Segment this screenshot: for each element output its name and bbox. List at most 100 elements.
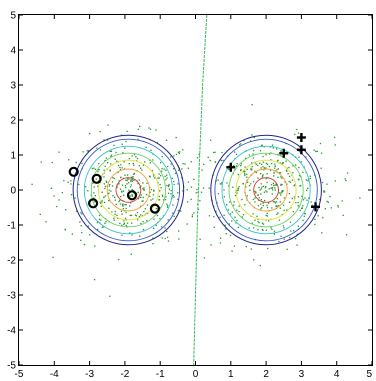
x-tick-label: 2 xyxy=(263,369,269,380)
noise-point xyxy=(144,208,146,210)
noise-point xyxy=(233,245,236,247)
noise-point xyxy=(233,201,235,203)
noise-point xyxy=(101,226,104,228)
noise-point xyxy=(120,176,122,179)
noise-point xyxy=(264,199,266,202)
noise-point xyxy=(246,173,248,175)
noise-point xyxy=(142,228,145,231)
noise-point xyxy=(128,157,130,160)
noise-point xyxy=(261,176,264,178)
noise-point xyxy=(125,224,127,227)
y-tick-label: 5 xyxy=(10,11,16,22)
noise-point xyxy=(275,183,277,185)
noise-point xyxy=(45,221,47,223)
noise-point xyxy=(306,199,308,201)
circle-marker xyxy=(149,203,160,214)
noise-point xyxy=(166,174,168,176)
noise-point xyxy=(262,161,265,163)
noise-point xyxy=(281,190,283,192)
noise-point xyxy=(217,193,220,195)
noise-point xyxy=(152,194,154,196)
noise-point xyxy=(208,215,211,217)
noise-point xyxy=(277,168,279,170)
noise-point xyxy=(175,136,177,139)
noise-point xyxy=(104,185,107,188)
noise-point xyxy=(289,181,292,183)
noise-point xyxy=(140,222,142,225)
contour-ring xyxy=(244,168,288,212)
noise-point xyxy=(297,196,300,198)
noise-point xyxy=(133,179,135,181)
noise-point xyxy=(279,162,281,164)
noise-point xyxy=(191,216,193,218)
noise-point xyxy=(129,214,131,217)
noise-point xyxy=(159,190,161,192)
noise-point xyxy=(303,215,305,217)
noise-point xyxy=(108,189,110,191)
noise-point xyxy=(254,197,256,199)
noise-point xyxy=(307,187,309,189)
noise-point xyxy=(158,199,161,201)
noise-point xyxy=(253,259,255,261)
noise-point xyxy=(161,170,163,172)
noise-point xyxy=(164,227,166,229)
noise-point xyxy=(223,189,225,191)
noise-point xyxy=(275,205,277,207)
noise-point xyxy=(173,155,175,157)
noise-point xyxy=(274,163,276,165)
noise-point xyxy=(279,201,281,203)
noise-point xyxy=(200,191,203,193)
noise-point xyxy=(262,155,264,158)
noise-point xyxy=(123,223,125,226)
noise-point xyxy=(293,196,296,198)
noise-point xyxy=(215,210,217,213)
noise-point xyxy=(80,211,82,214)
noise-point xyxy=(272,182,274,184)
noise-point xyxy=(131,176,133,178)
noise-point xyxy=(266,163,269,166)
noise-point xyxy=(167,192,170,194)
noise-point xyxy=(114,196,116,199)
noise-point xyxy=(168,188,170,190)
noise-point xyxy=(296,233,298,235)
noise-point xyxy=(121,167,123,169)
noise-point xyxy=(251,162,253,164)
noise-point xyxy=(261,175,264,177)
noise-point xyxy=(262,204,264,207)
noise-point xyxy=(214,151,216,153)
y-tick-label: 0 xyxy=(10,186,16,197)
noise-point xyxy=(112,177,114,179)
noise-point xyxy=(228,185,230,187)
noise-point xyxy=(122,204,124,206)
noise-point xyxy=(288,201,291,203)
noise-point xyxy=(284,181,286,183)
noise-point xyxy=(174,172,177,174)
noise-point xyxy=(153,175,155,177)
noise-point xyxy=(159,183,161,186)
noise-point xyxy=(196,157,199,159)
contour-ring xyxy=(221,145,311,235)
noise-point xyxy=(281,177,283,179)
contour-ring xyxy=(83,145,173,235)
noise-point xyxy=(124,174,126,176)
noise-point xyxy=(137,219,139,221)
noise-point xyxy=(263,146,265,148)
noise-point xyxy=(197,208,200,210)
circle-marker xyxy=(91,173,102,184)
noise-point xyxy=(289,236,291,239)
noise-point xyxy=(261,222,264,224)
noise-point xyxy=(107,193,109,195)
noise-point xyxy=(239,144,241,146)
noise-point xyxy=(164,175,166,178)
noise-point xyxy=(114,213,116,215)
noise-point xyxy=(309,177,311,179)
noise-point xyxy=(237,226,240,228)
noise-point xyxy=(259,264,261,267)
noise-point xyxy=(143,210,145,213)
noise-point xyxy=(237,173,239,176)
noise-point xyxy=(286,209,288,211)
noise-point xyxy=(92,182,94,184)
noise-point xyxy=(285,160,287,162)
noise-point xyxy=(93,186,95,188)
noise-point xyxy=(97,185,99,187)
